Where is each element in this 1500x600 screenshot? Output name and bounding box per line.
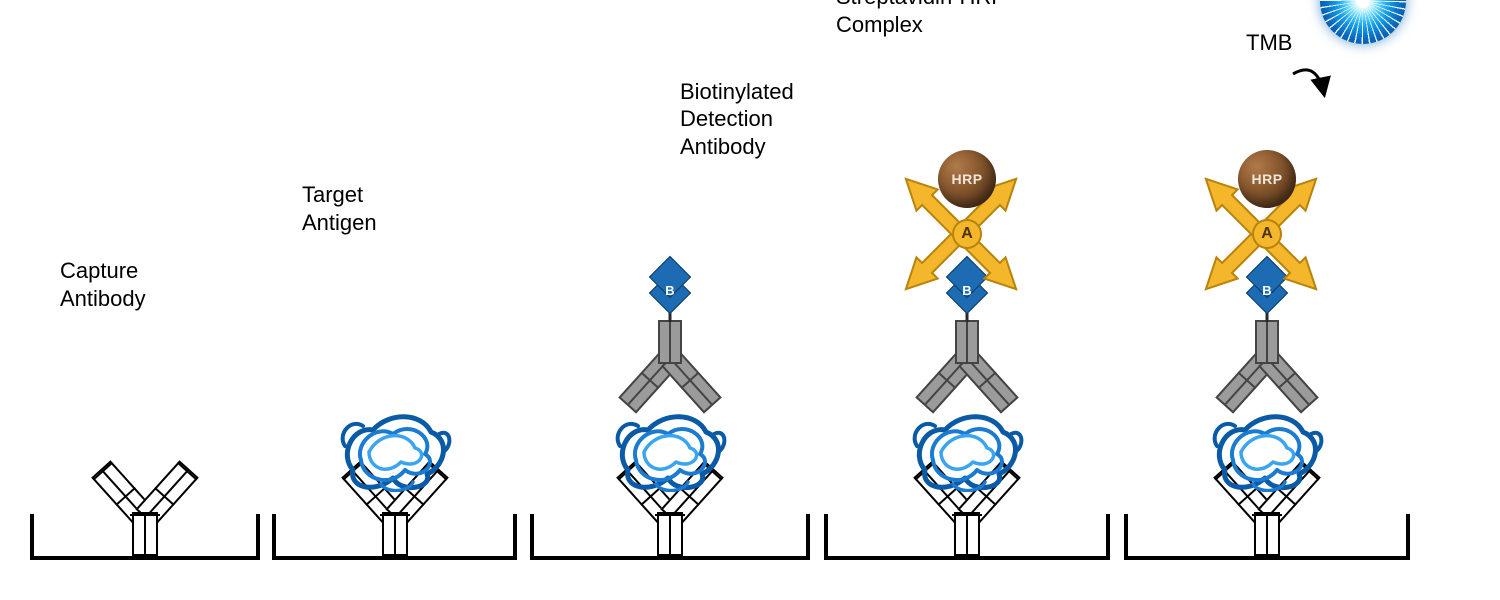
panel-p2: Target Antigen bbox=[272, 40, 517, 560]
panel-p3: B Biotinylated Detection Antibody bbox=[530, 40, 810, 560]
hrp-enzyme: HRP bbox=[938, 150, 996, 208]
component-stack bbox=[330, 404, 460, 556]
elisa-diagram: Capture Antibody Target Antigen B Biotinyla… bbox=[0, 0, 1500, 600]
panel-p1: Capture Antibody bbox=[30, 40, 260, 560]
component-stack bbox=[80, 458, 210, 556]
streptavidin-letter: A bbox=[952, 219, 982, 249]
target-antigen bbox=[335, 404, 455, 492]
detection-antibody bbox=[902, 320, 1032, 418]
hrp-letter: HRP bbox=[951, 171, 982, 187]
component-stack: B bbox=[605, 260, 735, 556]
biotin-tag: B bbox=[650, 260, 690, 322]
panel-label: Capture Antibody bbox=[60, 257, 146, 312]
detection-antibody bbox=[605, 320, 735, 418]
panel-label: Target Antigen bbox=[302, 181, 377, 236]
tmb-arrow-icon bbox=[1124, 0, 1410, 560]
component-stack: B A HRP bbox=[902, 150, 1032, 556]
panel-label: Biotinylated Detection Antibody bbox=[680, 78, 794, 161]
panel-p4: BAHRPStreptavidin-HRP Complex bbox=[824, 40, 1110, 560]
capture-antibody bbox=[80, 458, 210, 556]
panel-label: Streptavidin-HRP Complex bbox=[836, 0, 1006, 38]
biotin-letter: B bbox=[665, 283, 674, 298]
biotin-letter: B bbox=[962, 283, 971, 298]
panel-p5: BAHRPTMB bbox=[1124, 40, 1410, 560]
